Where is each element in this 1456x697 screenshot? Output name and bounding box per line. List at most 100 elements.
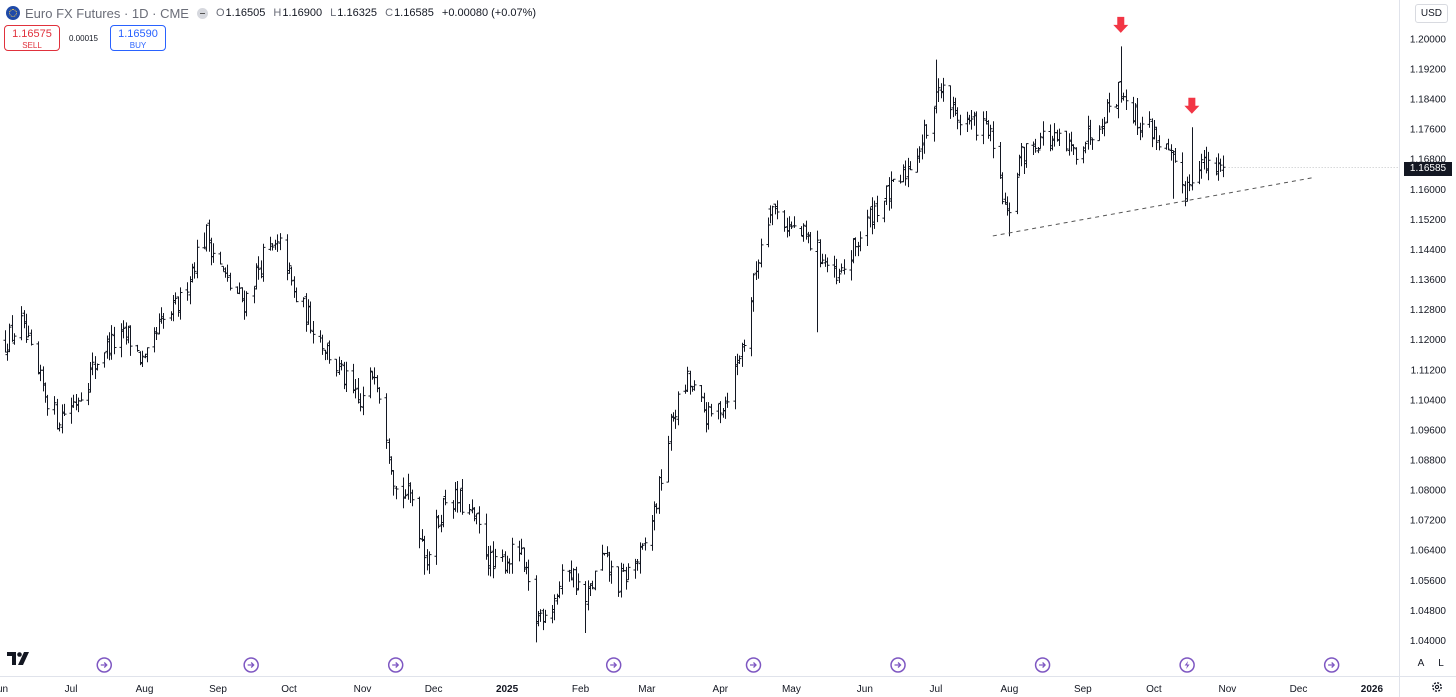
ohlc-bar: [339, 360, 344, 371]
sell-button[interactable]: 1.16575 SELL: [4, 25, 60, 51]
ohlc-bar: [706, 402, 711, 430]
ohlc-bar: [361, 386, 366, 416]
ohlc-bar: [590, 580, 595, 590]
time-tick-label: Feb: [572, 684, 590, 695]
symbol-title[interactable]: Euro FX Futures · 1D · CME: [25, 5, 189, 21]
ohlc-bar: [718, 401, 723, 424]
ohlc-bar: [754, 261, 759, 280]
ohlc-bar: [666, 435, 671, 483]
ohlc-bar: [112, 326, 117, 355]
ohlc-bar: [439, 514, 444, 533]
ohlc-bar: [1150, 118, 1155, 148]
open-label: O: [215, 7, 225, 19]
buy-price: 1.16590: [118, 28, 158, 40]
ohlc-bar: [891, 178, 896, 182]
ohlc-bar: [1140, 116, 1145, 138]
ohlc-bar: [505, 555, 510, 574]
ohlc-bar: [211, 243, 216, 263]
ohlc-bar: [607, 551, 612, 582]
ohlc-bar: [154, 327, 159, 340]
ohlc-bar: [534, 575, 539, 643]
price-tick-label: 1.13600: [1410, 275, 1447, 286]
ohlc-bar: [550, 605, 555, 624]
ohlc-bar: [443, 489, 448, 506]
ohlc-bar: [685, 366, 690, 392]
ohlc-bar: [36, 341, 41, 375]
ohlc-bar: [820, 253, 825, 265]
ohlc-bar: [541, 608, 546, 631]
price-tick-label: 1.08000: [1410, 486, 1447, 497]
ohlc-bar: [225, 264, 230, 282]
ohlc-bar: [659, 469, 664, 491]
time-tick-label: Jul: [930, 684, 943, 695]
time-tick-label: Dec: [1290, 684, 1308, 695]
ohlc-bar: [204, 224, 209, 252]
spread-value: 0.00015: [69, 34, 98, 43]
ohlc-bar: [882, 200, 887, 223]
currency-selector[interactable]: USD: [1414, 4, 1448, 23]
ohlc-bar: [936, 78, 941, 102]
ohlc-bar: [538, 609, 543, 622]
ohlc-bar: [458, 488, 463, 513]
ohlc-bar: [856, 241, 861, 257]
ohlc-bar: [76, 397, 81, 413]
ohlc-bar: [1071, 144, 1076, 155]
ohlc-bar: [370, 371, 375, 380]
ohlc-bar: [270, 243, 275, 251]
ohlc-bar: [1024, 143, 1029, 168]
ohlc-bar: [815, 230, 820, 333]
ohlc-bar: [470, 499, 475, 514]
event-marker-glyph: [247, 662, 255, 668]
ohlc-bar: [1102, 117, 1107, 137]
time-tick-label: Nov: [354, 684, 372, 695]
ohlc-bar: [519, 538, 524, 555]
ohlc-bar: [1154, 126, 1159, 150]
ohlc-bar: [716, 403, 721, 420]
ohlc-bar: [1116, 81, 1121, 119]
ohlc-bar: [988, 124, 993, 142]
ohlc-bar: [635, 559, 640, 571]
price-tick-label: 1.16000: [1410, 185, 1447, 196]
ohlc-bar: [221, 265, 226, 272]
ohlc-bar: [190, 263, 195, 283]
log-scale-button[interactable]: L: [1438, 658, 1444, 669]
auto-scale-button[interactable]: A: [1417, 658, 1425, 669]
ohlc-bar: [884, 185, 889, 205]
event-marker-glyph: [100, 662, 108, 668]
ohlc-bar: [1041, 121, 1046, 146]
time-tick-label: Mar: [638, 684, 656, 695]
price-tick-label: 1.09600: [1410, 425, 1447, 436]
price-tick-label: 1.14400: [1410, 245, 1447, 256]
ohlc-bar: [441, 497, 446, 528]
high-value: 1.16900: [282, 7, 323, 19]
buy-label: BUY: [129, 41, 147, 50]
ohlc-bar: [998, 142, 1003, 179]
ohlc-bar: [704, 402, 709, 433]
tradingview-logo-icon[interactable]: [7, 652, 33, 666]
ohlc-bar: [749, 297, 754, 357]
ohlc-bar: [986, 120, 991, 139]
visibility-toggle-icon[interactable]: [196, 7, 208, 19]
ohlc-bar: [1187, 174, 1192, 192]
ohlc-bar: [228, 272, 233, 291]
time-tick-label: Aug: [1001, 684, 1019, 695]
ohlc-bar: [958, 114, 963, 136]
ohlc-bar: [71, 394, 76, 408]
settings-gear-icon[interactable]: [1430, 680, 1444, 694]
buy-button[interactable]: 1.16590 BUY: [110, 25, 166, 51]
ohlc-bar: [289, 266, 294, 286]
ohlc-bar: [455, 481, 460, 513]
ohlc-bar: [176, 296, 181, 317]
ohlc-bar: [1173, 148, 1178, 163]
ohlc-bar: [140, 350, 145, 367]
event-marker-glyph: [1328, 662, 1336, 668]
ohlc-bar: [981, 111, 986, 145]
ohlc-bar: [702, 392, 707, 413]
ohlc-bar: [301, 297, 306, 308]
ohlc-bar: [1171, 150, 1176, 199]
ohlc-bar: [474, 513, 479, 525]
close-label: C: [385, 7, 394, 19]
price-tick-label: 1.20000: [1410, 34, 1447, 45]
ohlc-bar: [1038, 132, 1043, 149]
